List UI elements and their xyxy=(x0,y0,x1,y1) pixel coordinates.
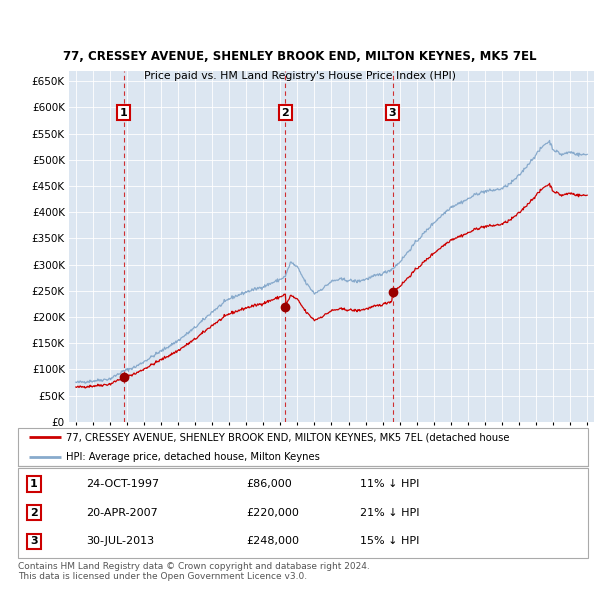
Text: 15% ↓ HPI: 15% ↓ HPI xyxy=(360,536,419,546)
Text: Price paid vs. HM Land Registry's House Price Index (HPI): Price paid vs. HM Land Registry's House … xyxy=(144,71,456,81)
Text: 24-OCT-1997: 24-OCT-1997 xyxy=(86,479,160,489)
Text: 1: 1 xyxy=(30,479,38,489)
Text: Contains HM Land Registry data © Crown copyright and database right 2024.: Contains HM Land Registry data © Crown c… xyxy=(18,562,370,571)
Text: £220,000: £220,000 xyxy=(246,508,299,517)
Text: 3: 3 xyxy=(389,108,397,118)
Text: 2: 2 xyxy=(30,508,38,517)
Text: £86,000: £86,000 xyxy=(246,479,292,489)
Text: 77, CRESSEY AVENUE, SHENLEY BROOK END, MILTON KEYNES, MK5 7EL: 77, CRESSEY AVENUE, SHENLEY BROOK END, M… xyxy=(63,50,537,63)
Text: 30-JUL-2013: 30-JUL-2013 xyxy=(86,536,155,546)
Text: 20-APR-2007: 20-APR-2007 xyxy=(86,508,158,517)
Text: HPI: Average price, detached house, Milton Keynes: HPI: Average price, detached house, Milt… xyxy=(67,451,320,461)
Text: £248,000: £248,000 xyxy=(246,536,299,546)
Text: 77, CRESSEY AVENUE, SHENLEY BROOK END, MILTON KEYNES, MK5 7EL (detached house: 77, CRESSEY AVENUE, SHENLEY BROOK END, M… xyxy=(67,432,510,442)
Text: 11% ↓ HPI: 11% ↓ HPI xyxy=(360,479,419,489)
Text: 2: 2 xyxy=(281,108,289,118)
Text: 1: 1 xyxy=(120,108,128,118)
Text: 3: 3 xyxy=(30,536,38,546)
FancyBboxPatch shape xyxy=(18,428,588,466)
Text: This data is licensed under the Open Government Licence v3.0.: This data is licensed under the Open Gov… xyxy=(18,572,307,581)
Text: 21% ↓ HPI: 21% ↓ HPI xyxy=(360,508,419,517)
FancyBboxPatch shape xyxy=(18,468,588,558)
